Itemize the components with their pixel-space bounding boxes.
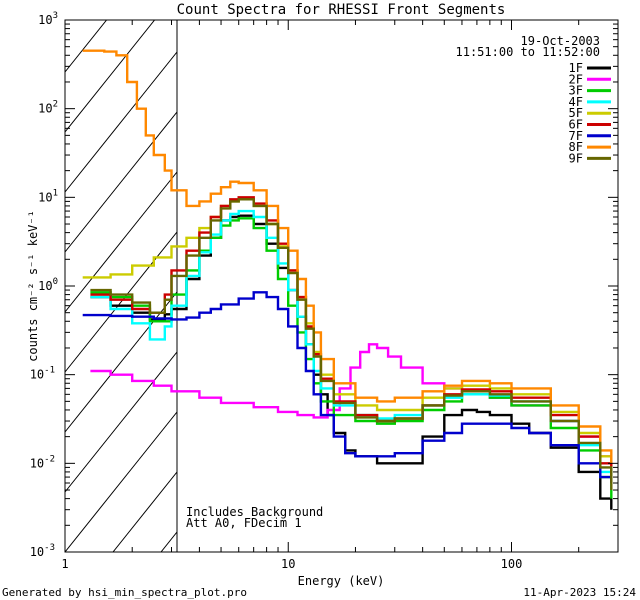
legend-label-1F: 1F	[569, 61, 583, 75]
series-9F	[90, 198, 613, 490]
chart-title: Count Spectra for RHESSI Front Segments	[177, 2, 506, 18]
y-axis-label: counts cm⁻² s⁻¹ keV⁻¹	[26, 210, 40, 362]
series-7F	[82, 291, 613, 483]
y-tick-label: 102	[38, 100, 58, 116]
x-tick-label: 1	[61, 557, 68, 571]
hatch-line	[65, 411, 177, 552]
legend-label-9F: 9F	[569, 151, 583, 165]
hatch-line	[65, 51, 177, 193]
series-3F	[90, 217, 613, 499]
y-tick-label: 10-3	[30, 543, 55, 559]
axis-layer: 1 10 100 10-3 10-2 10-1 100 101 102 103	[30, 11, 619, 571]
legend-label-2F: 2F	[569, 72, 583, 86]
legend-label-8F: 8F	[569, 140, 583, 154]
y-tick-label: 10-1	[30, 366, 55, 382]
footer-date: 11-Apr-2023 15:24	[523, 586, 636, 599]
x-tick-label: 10	[281, 557, 295, 571]
x-tick-label: 100	[501, 557, 523, 571]
series-layer	[82, 49, 613, 510]
hatched-region	[0, 20, 177, 552]
legend-label-3F: 3F	[569, 84, 583, 98]
hatch-line	[0, 20, 11, 552]
time-range-label: 11:51:00 to 11:52:00	[456, 45, 601, 59]
y-tick-label: 101	[38, 188, 58, 204]
y-tick-label: 103	[38, 11, 58, 27]
hatch-line	[160, 531, 177, 552]
hatch-line	[65, 231, 177, 373]
hatch-line	[65, 291, 177, 433]
hatch-line	[65, 171, 177, 313]
legend-label-5F: 5F	[569, 106, 583, 120]
plot-frame	[64, 19, 619, 553]
y-tick-label: 100	[38, 277, 58, 293]
series-8F	[82, 49, 613, 464]
date-label: 19-Oct-2003	[521, 34, 600, 48]
series-6F	[90, 196, 613, 483]
annotation-background: Includes Background	[186, 505, 323, 519]
x-axis-label: Energy (keV)	[298, 574, 385, 588]
legend-label-7F: 7F	[569, 129, 583, 143]
legend-label-4F: 4F	[569, 95, 583, 109]
hatch-line	[65, 351, 177, 493]
y-tick-label: 10-2	[30, 454, 55, 470]
series-4F	[90, 209, 613, 490]
annotation-attenuator: Att A0, FDecim 1	[186, 516, 302, 530]
hatch-line	[65, 20, 155, 133]
legend-label-6F: 6F	[569, 118, 583, 132]
footer-generator: Generated by hsi_min_spectra_plot.pro	[2, 586, 247, 599]
